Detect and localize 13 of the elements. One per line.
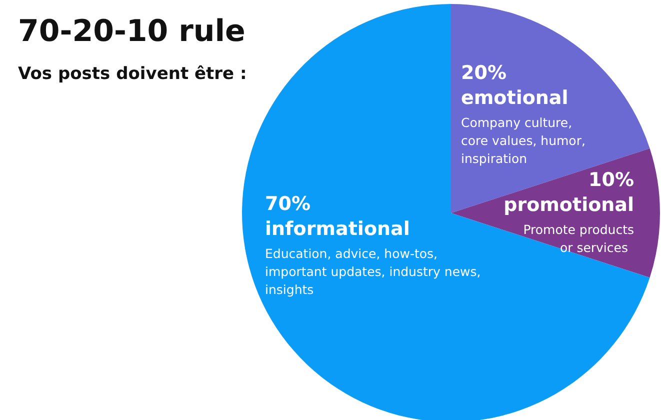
text: Promote products or services: [523, 222, 634, 255]
chart-title: 70-20-10 rule: [18, 14, 246, 49]
slice-label: informational: [265, 218, 410, 240]
slice-label: promotional: [504, 194, 634, 216]
data-label: 70%: [265, 193, 310, 215]
slice-label: emotional: [461, 87, 568, 109]
text: Vos posts doivent être :: [18, 64, 247, 84]
text: Company culture, core values, humor, inspiration: [461, 115, 586, 166]
data-label: 20%: [461, 62, 506, 84]
pie-slice: [242, 4, 650, 420]
pie-slice: [451, 4, 650, 213]
text: Education, advice, how-tos, important updates, industry news, insights: [265, 246, 481, 297]
data-label: 10%: [588, 169, 634, 191]
